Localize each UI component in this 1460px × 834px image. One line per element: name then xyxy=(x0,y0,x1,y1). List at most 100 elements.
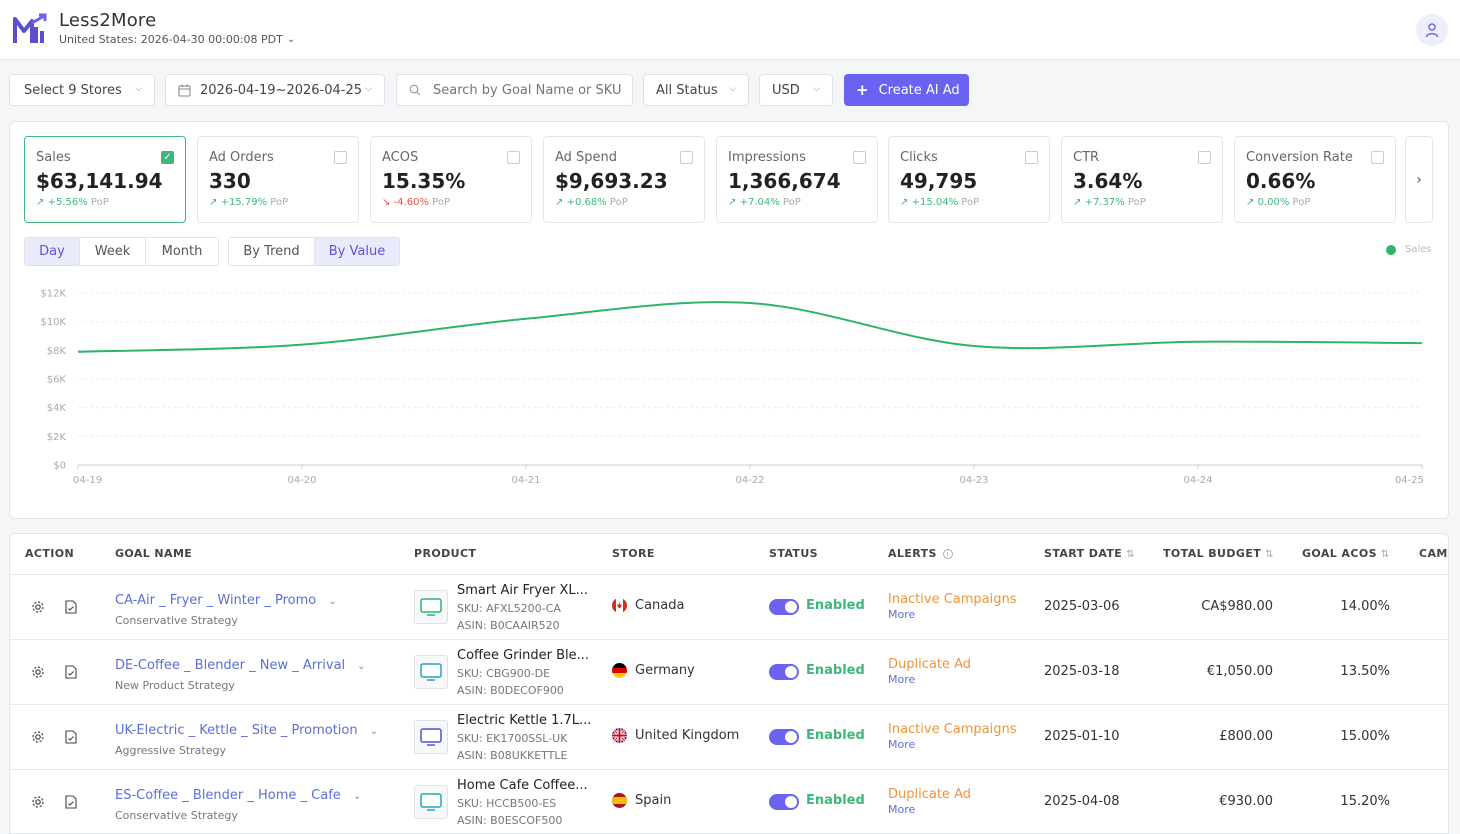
kpi-pop-suffix: PoP xyxy=(609,197,628,208)
series-line-sales[interactable] xyxy=(77,301,1423,353)
status-toggle[interactable] xyxy=(769,664,799,680)
trend-up-icon: ↗ xyxy=(555,197,564,208)
create-ai-ad-button[interactable]: + Create AI Ad xyxy=(844,74,969,106)
product-name[interactable]: Smart Air Fryer XL... xyxy=(457,583,589,598)
goal-name-link[interactable]: DE-Coffee _ Blender _ New _ Arrival ⌄ xyxy=(115,658,366,673)
region-time-selector[interactable]: United States: 2026-04-30 00:00:08 PDT ⌄ xyxy=(59,33,295,46)
search-box[interactable] xyxy=(396,74,633,106)
goal-strategy: Conservative Strategy xyxy=(115,614,238,627)
chevron-down-icon[interactable]: ⌄ xyxy=(352,791,362,802)
report-document-icon[interactable] xyxy=(63,794,79,810)
goal-name-link[interactable]: UK-Electric _ Kettle _ Site _ Promotion ⌄ xyxy=(115,723,378,738)
y-tick-label: $0 xyxy=(53,461,66,472)
data-point[interactable] xyxy=(972,344,977,349)
product-asin: ASIN: B0DECOF900 xyxy=(457,684,564,697)
kpi-checkbox[interactable] xyxy=(1198,151,1211,164)
goal-name-link[interactable]: ES-Coffee _ Blender _ Home _ Cafe ⌄ xyxy=(115,788,361,803)
status-toggle[interactable] xyxy=(769,794,799,810)
chevron-down-icon: ⌄ xyxy=(286,34,296,45)
header-total-budget-wrap[interactable]: TOTAL BUDGET ⇅ xyxy=(1163,547,1274,560)
store-cell: Spain xyxy=(612,793,671,808)
header-start-date-wrap[interactable]: START DATE ⇅ xyxy=(1044,547,1135,560)
header-status: STATUS xyxy=(769,547,818,560)
chart-legend[interactable]: Sales xyxy=(1386,244,1432,255)
alert-more-link[interactable]: More xyxy=(888,738,916,751)
kpi-next-button[interactable]: › xyxy=(1405,136,1433,223)
status-toggle[interactable] xyxy=(769,729,799,745)
kpi-pop-value: 0.00% xyxy=(1257,197,1290,208)
flag-icon xyxy=(612,663,627,678)
data-point[interactable] xyxy=(1196,339,1201,344)
tab-by-value[interactable]: By Value xyxy=(315,238,399,265)
report-document-icon[interactable] xyxy=(63,664,79,680)
data-point[interactable] xyxy=(300,342,305,347)
kpi-checkbox[interactable] xyxy=(1371,151,1384,164)
report-document-icon[interactable] xyxy=(63,599,79,615)
kpi-checkbox[interactable]: ✓ xyxy=(161,151,174,164)
kpi-checkbox[interactable] xyxy=(507,151,520,164)
alert-text[interactable]: Inactive Campaigns xyxy=(888,722,1017,737)
kpi-pop: ↗ +15.04% PoP xyxy=(900,197,979,208)
header-goal-acos-wrap[interactable]: GOAL ACOS ⇅ xyxy=(1302,547,1390,560)
data-point[interactable] xyxy=(76,349,81,354)
kpi-checkbox[interactable] xyxy=(334,151,347,164)
tab-by-trend[interactable]: By Trend xyxy=(229,238,315,265)
kpi-value: 15.35% xyxy=(382,169,466,193)
kpi-value: $63,141.94 xyxy=(36,169,163,193)
settings-gear-icon[interactable] xyxy=(30,794,46,810)
report-document-icon[interactable] xyxy=(63,729,79,745)
status-select[interactable]: All Status ⌵ xyxy=(643,74,749,106)
kpi-pop-suffix: PoP xyxy=(782,197,801,208)
settings-gear-icon[interactable] xyxy=(30,729,46,745)
kpi-label: Impressions xyxy=(728,150,806,165)
settings-gear-icon[interactable] xyxy=(30,664,46,680)
kpi-checkbox[interactable] xyxy=(1025,151,1038,164)
kpi-card-impressions[interactable]: Impressions 1,366,674 ↗ +7.04% PoP xyxy=(716,136,878,223)
kpi-card-ctr[interactable]: CTR 3.64% ↗ +7.37% PoP xyxy=(1061,136,1223,223)
chevron-down-icon[interactable]: ⌄ xyxy=(369,726,379,737)
store-select[interactable]: Select 9 Stores ⌵ xyxy=(9,74,155,106)
data-point[interactable] xyxy=(748,301,753,306)
product-name[interactable]: Home Cafe Coffee... xyxy=(457,778,588,793)
kpi-checkbox[interactable] xyxy=(680,151,693,164)
user-avatar-button[interactable] xyxy=(1416,14,1448,46)
data-point[interactable] xyxy=(524,316,529,321)
product-thumbnail xyxy=(414,720,448,754)
alert-text[interactable]: Duplicate Ad xyxy=(888,657,971,672)
kpi-card-sales[interactable]: Sales ✓ $63,141.94 ↗ +5.56% PoP xyxy=(24,136,186,223)
kpi-card-ad-spend[interactable]: Ad Spend $9,693.23 ↗ +0.68% PoP xyxy=(543,136,705,223)
product-name[interactable]: Coffee Grinder Ble... xyxy=(457,648,590,663)
kpi-card-clicks[interactable]: Clicks 49,795 ↗ +15.04% PoP xyxy=(888,136,1050,223)
info-icon[interactable]: i xyxy=(942,549,953,559)
settings-gear-icon[interactable] xyxy=(30,599,46,615)
goal-acos: 15.00% xyxy=(1340,729,1390,744)
kpi-value: 330 xyxy=(209,169,251,193)
tab-month[interactable]: Month xyxy=(161,244,203,259)
alert-more-link[interactable]: More xyxy=(888,608,916,621)
alert-more-link[interactable]: More xyxy=(888,803,916,816)
header-total-budget: TOTAL BUDGET xyxy=(1163,547,1262,560)
kpi-card-ad-orders[interactable]: Ad Orders 330 ↗ +15.79% PoP xyxy=(197,136,359,223)
alert-text[interactable]: Inactive Campaigns xyxy=(888,592,1017,607)
header-goal-acos: GOAL ACOS xyxy=(1302,547,1377,560)
alert-more-link[interactable]: More xyxy=(888,673,916,686)
kpi-card-conversion-rate[interactable]: Conversion Rate 0.66% ↗ 0.00% PoP xyxy=(1234,136,1396,223)
data-point[interactable] xyxy=(1420,341,1425,346)
alert-text[interactable]: Duplicate Ad xyxy=(888,787,971,802)
tab-day[interactable]: Day xyxy=(25,238,80,265)
currency-select[interactable]: USD ⌵ xyxy=(759,74,833,106)
sales-chart-svg: $0 $2K $4K $6K $8K $10K $12K 04-19 04-20 04-21 04-… xyxy=(40,289,1425,487)
product-name[interactable]: Electric Kettle 1.7L... xyxy=(457,713,592,728)
search-input[interactable] xyxy=(433,82,628,98)
status-toggle[interactable] xyxy=(769,599,799,615)
chevron-down-icon[interactable]: ⌄ xyxy=(357,661,366,672)
chevron-down-icon[interactable]: ⌄ xyxy=(328,596,337,607)
date-range-picker[interactable]: 2026-04-19~2026-04-25 ⌵ xyxy=(165,74,385,106)
kpi-checkbox[interactable] xyxy=(853,151,866,164)
goal-name-link[interactable]: CA-Air _ Fryer _ Winter _ Promo ⌄ xyxy=(115,593,337,608)
tab-week[interactable]: Week xyxy=(80,238,146,265)
kpi-value: 0.66% xyxy=(1246,169,1316,193)
kpi-card-acos[interactable]: ACOS 15.35% ↘ -4.60% PoP xyxy=(370,136,532,223)
kpi-label: CTR xyxy=(1073,150,1100,165)
chevron-down-icon: ⌵ xyxy=(813,84,820,94)
